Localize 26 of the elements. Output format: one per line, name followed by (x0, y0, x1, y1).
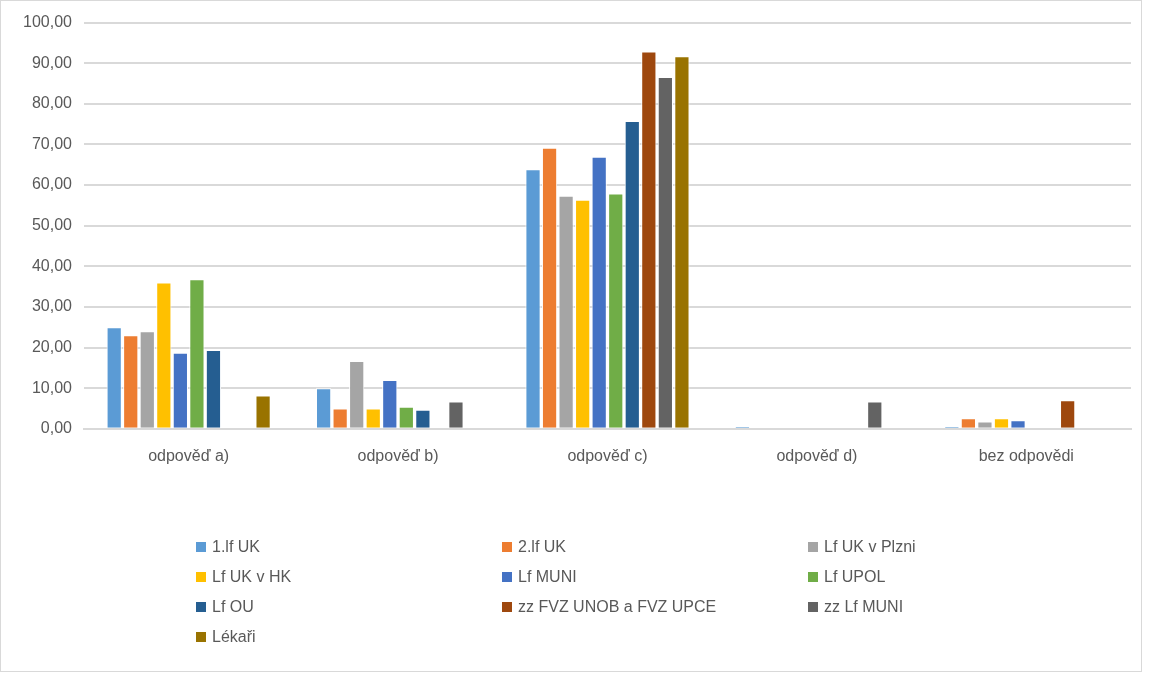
y-tick-label: 50,00 (31, 216, 73, 234)
y-tick-label: 100,00 (23, 13, 73, 31)
y-tick-label: 80,00 (31, 94, 73, 112)
legend-label: zz FVZ UNOB a FVZ UPCE (518, 598, 717, 616)
legend-label: Lf UPOL (824, 568, 886, 586)
legend-label: Lf UK v HK (212, 568, 292, 586)
y-tick-label: 20,00 (31, 337, 73, 355)
x-tick-label: bez odpovědi (978, 446, 1074, 464)
y-tick-label: 40,00 (31, 256, 73, 274)
x-tick-label: odpověď a) (148, 446, 230, 464)
x-tick-label: odpověď c) (567, 446, 648, 464)
y-tick-label: 10,00 (31, 378, 73, 396)
legend-label: 2.lf UK (518, 538, 567, 556)
y-tick-label: 70,00 (31, 134, 73, 152)
legend-label: Lf MUNI (518, 568, 577, 586)
legend-label: Lf UK v Plzni (824, 538, 916, 556)
legend-label: Lékaři (212, 628, 256, 646)
legend-label: Lf OU (212, 598, 254, 616)
y-tick-label: 60,00 (31, 175, 73, 193)
y-tick-label: 0,00 (40, 419, 73, 437)
y-tick-label: 30,00 (31, 297, 73, 315)
x-tick-label: odpověď d) (776, 446, 858, 464)
legend-label: zz Lf MUNI (824, 598, 904, 616)
y-tick-label: 90,00 (31, 53, 73, 71)
legend-label: 1.lf UK (212, 538, 261, 556)
x-tick-label: odpověď b) (357, 446, 439, 464)
